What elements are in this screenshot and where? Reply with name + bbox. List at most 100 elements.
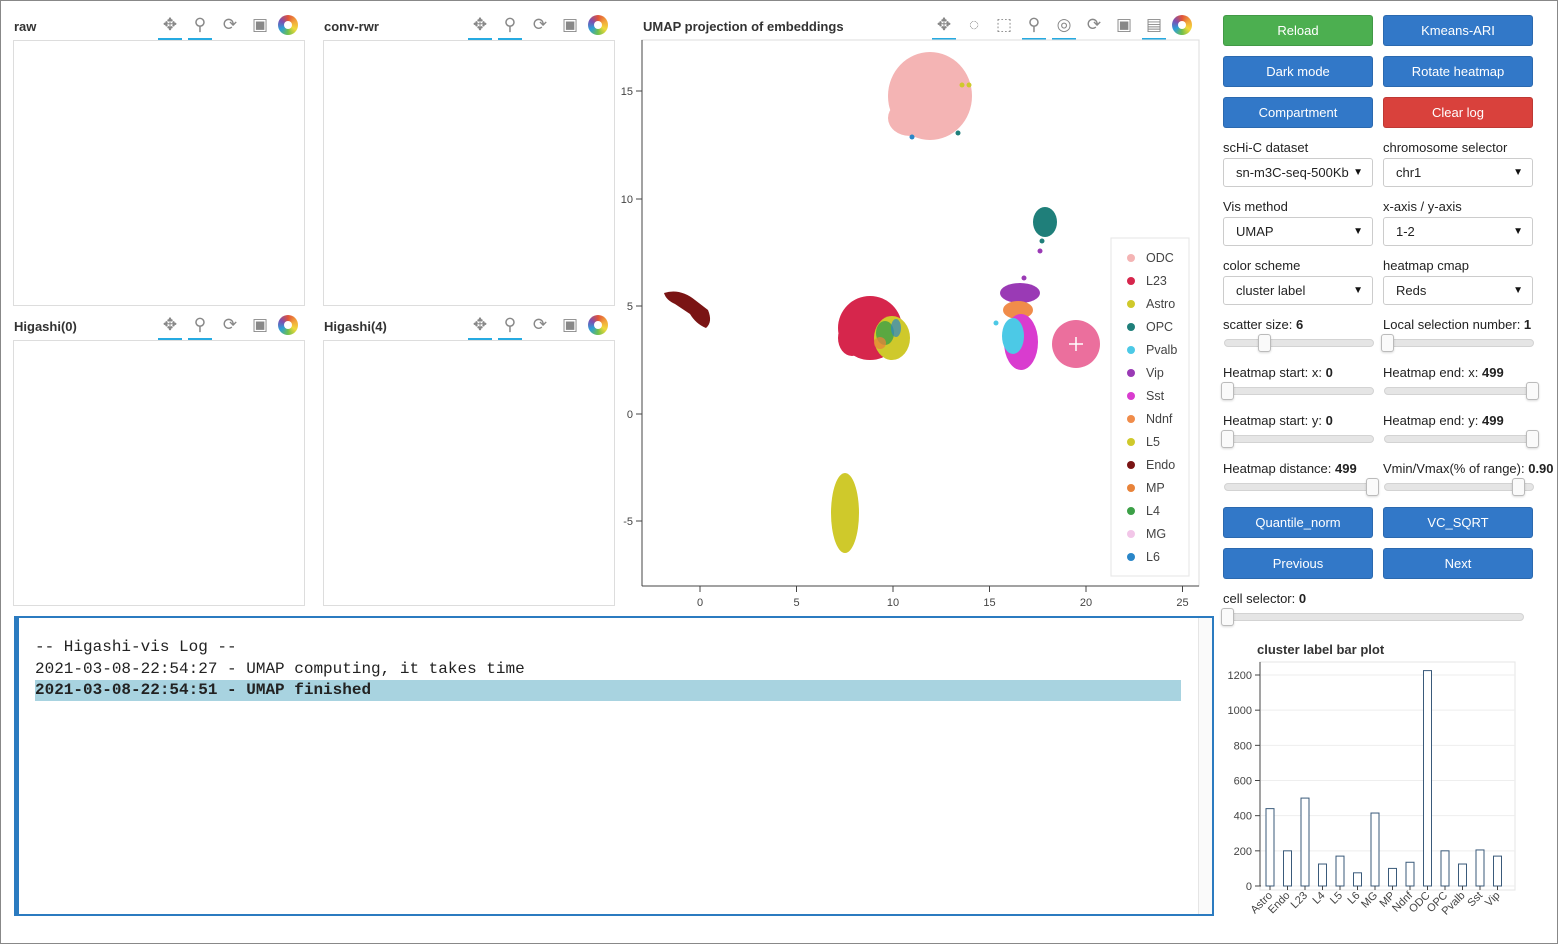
legend-item[interactable]: Endo (1146, 458, 1175, 472)
heatmap-end-y-slider[interactable] (1384, 430, 1539, 448)
bar[interactable] (1283, 850, 1292, 887)
hover-tool-icon[interactable]: ▤ (1142, 13, 1166, 40)
legend-item[interactable]: MP (1146, 481, 1165, 495)
rotate-heatmap-button[interactable]: Rotate heatmap (1383, 56, 1533, 87)
bar[interactable] (1423, 670, 1432, 887)
bar[interactable] (1388, 867, 1397, 887)
cell-selector-slider[interactable] (1221, 608, 1524, 626)
reset-icon[interactable]: ⟳ (222, 315, 238, 334)
axis-select[interactable]: 1-2 ▼ (1383, 217, 1533, 246)
bokeh-logo-icon[interactable] (278, 315, 298, 335)
reload-button[interactable]: Reload (1223, 15, 1373, 46)
bar[interactable] (1300, 797, 1310, 887)
dataset-select[interactable]: sn-m3C-seq-500Kb ▼ (1223, 158, 1373, 187)
lasso-select-icon[interactable]: ◌ (968, 15, 980, 34)
box-select-icon[interactable]: ⬚ (995, 15, 1013, 34)
bar[interactable] (1353, 872, 1362, 887)
previous-button[interactable]: Previous (1223, 548, 1373, 579)
bokeh-logo-icon[interactable] (588, 315, 608, 335)
vis-method-select[interactable]: UMAP ▼ (1223, 217, 1373, 246)
slider-handle[interactable] (1366, 478, 1379, 496)
reset-icon[interactable]: ⟳ (222, 15, 238, 34)
wheel-zoom-icon[interactable]: ⚲ (498, 313, 522, 340)
legend-item[interactable]: L5 (1146, 435, 1160, 449)
legend-item[interactable]: Astro (1146, 297, 1175, 311)
bar[interactable] (1440, 850, 1450, 887)
chromosome-select[interactable]: chr1 ▼ (1383, 158, 1533, 187)
vmin-vmax-slider[interactable] (1384, 478, 1534, 496)
log-scrollbar[interactable] (1198, 618, 1212, 914)
pan-tool-icon[interactable]: ✥ (468, 13, 492, 40)
legend-item[interactable]: ODC (1146, 251, 1174, 265)
slider-handle[interactable] (1512, 478, 1525, 496)
log-panel[interactable]: -- Higashi-vis Log -- 2021-03-08-22:54:2… (14, 616, 1214, 916)
bar[interactable] (1265, 808, 1275, 887)
bar[interactable] (1370, 812, 1380, 887)
save-icon[interactable]: ▣ (561, 15, 579, 34)
heatmap-start-x-slider[interactable] (1221, 382, 1374, 400)
slider-handle[interactable] (1381, 334, 1394, 352)
save-icon[interactable]: ▣ (1115, 15, 1133, 34)
bar[interactable] (1475, 849, 1485, 887)
color-scheme-value: cluster label (1236, 283, 1306, 298)
pan-tool-icon[interactable]: ✥ (468, 313, 492, 340)
legend-item[interactable]: Ndnf (1146, 412, 1173, 426)
slider-handle[interactable] (1221, 608, 1234, 626)
reset-icon[interactable]: ⟳ (1086, 15, 1102, 34)
bokeh-logo-icon[interactable] (1172, 15, 1192, 35)
slider-handle[interactable] (1221, 382, 1234, 400)
cluster-bar-chart[interactable]: cluster label bar plot 0 200 400 600 800 1000… (1215, 638, 1520, 938)
heatmap-plot[interactable] (13, 340, 305, 606)
wheel-zoom-icon[interactable]: ⚲ (188, 313, 212, 340)
slider-handle[interactable] (1526, 382, 1539, 400)
wheel-zoom-icon[interactable]: ⚲ (1022, 13, 1046, 40)
dark-mode-button[interactable]: Dark mode (1223, 56, 1373, 87)
clear-log-button[interactable]: Clear log (1383, 97, 1533, 128)
reset-icon[interactable]: ⟳ (532, 15, 548, 34)
legend-item[interactable]: L4 (1146, 504, 1160, 518)
save-icon[interactable]: ▣ (251, 315, 269, 334)
bar[interactable] (1335, 855, 1345, 887)
color-scheme-select[interactable]: cluster label ▼ (1223, 276, 1373, 305)
quantile-norm-button[interactable]: Quantile_norm (1223, 507, 1373, 538)
kmeans-ari-button[interactable]: Kmeans-ARI (1383, 15, 1533, 46)
heatmap-plot[interactable] (13, 40, 305, 306)
scatter-size-slider[interactable] (1224, 334, 1374, 352)
legend-item[interactable]: Pvalb (1146, 343, 1177, 357)
heatmap-cmap-select[interactable]: Reds ▼ (1383, 276, 1533, 305)
heatmap-plot[interactable] (323, 340, 615, 606)
bar[interactable] (1405, 861, 1415, 887)
wheel-zoom-icon[interactable]: ⚲ (498, 13, 522, 40)
save-icon[interactable]: ▣ (251, 15, 269, 34)
tap-tool-icon[interactable]: ◎ (1052, 13, 1076, 40)
pan-tool-icon[interactable]: ✥ (158, 313, 182, 340)
heatmap-distance-slider[interactable] (1224, 478, 1379, 496)
next-button[interactable]: Next (1383, 548, 1533, 579)
legend-item[interactable]: Vip (1146, 366, 1164, 380)
heatmap-end-x-slider[interactable] (1384, 382, 1539, 400)
bokeh-logo-icon[interactable] (278, 15, 298, 35)
legend-item[interactable]: L6 (1146, 550, 1160, 564)
wheel-zoom-icon[interactable]: ⚲ (188, 13, 212, 40)
slider-handle[interactable] (1258, 334, 1271, 352)
pan-tool-icon[interactable]: ✥ (932, 13, 956, 40)
reset-icon[interactable]: ⟳ (532, 315, 548, 334)
slider-handle[interactable] (1526, 430, 1539, 448)
umap-scatter-plot[interactable]: 0 5 10 15 20 25 15 10 5 0 -5 (600, 38, 1205, 613)
legend-item[interactable]: OPC (1146, 320, 1173, 334)
legend-item[interactable]: L23 (1146, 274, 1167, 288)
bar[interactable] (1458, 863, 1467, 887)
vc-sqrt-button[interactable]: VC_SQRT (1383, 507, 1533, 538)
local-selection-slider[interactable] (1381, 334, 1534, 352)
save-icon[interactable]: ▣ (561, 315, 579, 334)
bar[interactable] (1493, 855, 1502, 887)
heatmap-plot[interactable] (323, 40, 615, 306)
bokeh-logo-icon[interactable] (588, 15, 608, 35)
compartment-button[interactable]: Compartment (1223, 97, 1373, 128)
legend-item[interactable]: MG (1146, 527, 1166, 541)
pan-tool-icon[interactable]: ✥ (158, 13, 182, 40)
heatmap-start-y-slider[interactable] (1221, 430, 1374, 448)
slider-handle[interactable] (1221, 430, 1234, 448)
bar[interactable] (1318, 863, 1327, 887)
legend-item[interactable]: Sst (1146, 389, 1165, 403)
